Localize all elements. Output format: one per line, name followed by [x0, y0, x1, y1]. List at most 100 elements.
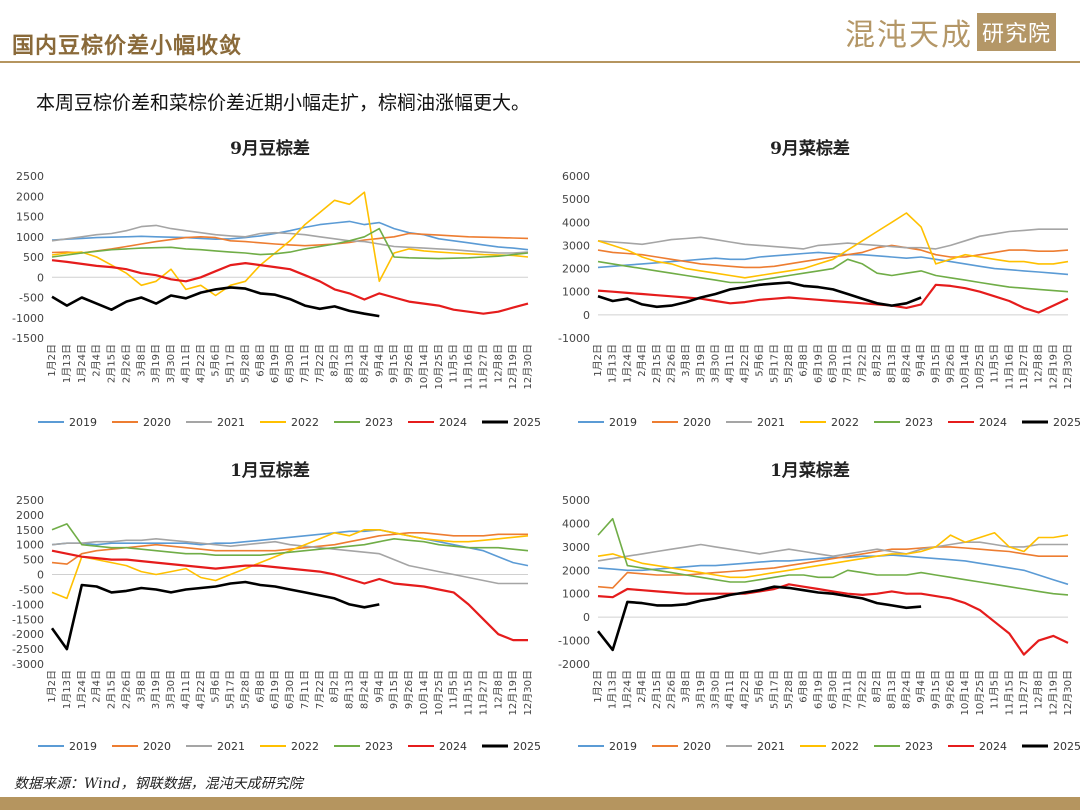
legend-item-2020: 2020	[652, 740, 711, 753]
y-tick-label: 1000	[562, 588, 590, 601]
legend-item-2020: 2020	[112, 740, 171, 753]
x-tick-label: 8月13日	[886, 344, 898, 383]
series-line-2020	[597, 546, 1068, 589]
x-tick-label: 6月8日	[798, 670, 810, 703]
brand-logo: 混沌天成 研究院	[844, 12, 1056, 53]
y-tick-label: 500	[23, 251, 44, 264]
series-line-2023	[597, 517, 1069, 596]
x-tick-label: 12月19日	[507, 344, 519, 389]
x-tick-label: 7月11日	[842, 670, 854, 709]
legend-label: 2021	[217, 740, 245, 753]
x-tick-label: 8月2日	[329, 344, 341, 377]
x-tick-label: 9月26日	[403, 670, 415, 709]
x-tick-label: 4月11日	[724, 670, 736, 709]
x-tick-label: 11月5日	[448, 670, 460, 709]
x-tick-label: 3月8日	[135, 670, 147, 703]
y-tick-label: -1000	[558, 332, 590, 345]
y-tick-label: 1000	[562, 286, 590, 299]
x-tick-label: 4月22日	[739, 670, 751, 709]
series-line-2020	[51, 232, 529, 254]
series-line-2021	[597, 228, 1068, 250]
x-tick-label: 8月2日	[329, 670, 341, 703]
legend-item-2025: 2025	[482, 740, 541, 753]
x-tick-label: 9月4日	[915, 344, 927, 377]
legend-label: 2022	[291, 416, 319, 429]
y-tick-label: 2000	[562, 263, 590, 276]
legend-item-2023: 2023	[874, 416, 933, 429]
legend-label: 2021	[757, 740, 785, 753]
logo-text: 混沌天成	[844, 18, 973, 53]
x-tick-label: 3月30日	[165, 344, 177, 383]
x-tick-label: 6月30日	[284, 344, 296, 383]
y-tick-label: 2000	[16, 190, 44, 203]
x-tick-label: 8月2日	[871, 670, 883, 703]
legend-item-2023: 2023	[874, 740, 933, 753]
legend-label: 2020	[143, 740, 171, 753]
x-tick-label: 5月17日	[225, 670, 237, 709]
series-line-2024	[597, 283, 1069, 314]
legend-item-2025: 2025	[482, 416, 541, 429]
x-tick-label: 12月30日	[1062, 344, 1074, 389]
x-tick-label: 8月13日	[886, 670, 898, 709]
logo-box-text: 研究院	[976, 13, 1056, 51]
x-tick-label: 2月26日	[120, 344, 132, 383]
x-tick-label: 7月22日	[314, 344, 326, 383]
x-tick-label: 8月24日	[358, 344, 370, 383]
y-tick-label: 5000	[562, 494, 590, 507]
x-tick-label: 3月30日	[165, 670, 177, 709]
legend-label: 2023	[365, 416, 393, 429]
x-tick-label: 11月15日	[463, 670, 475, 715]
header: 国内豆棕价差小幅收敛 混沌天成 研究院	[0, 0, 1080, 63]
x-tick-label: 1月13日	[61, 344, 73, 383]
series-line-2019	[51, 529, 529, 567]
x-tick-label: 6月19日	[269, 670, 281, 709]
legend-item-2021: 2021	[186, 740, 245, 753]
x-tick-label: 11月27日	[477, 344, 489, 389]
x-tick-label: 11月27日	[477, 670, 489, 715]
y-tick-label: 1000	[16, 231, 44, 244]
x-tick-label: 11月27日	[1018, 670, 1030, 715]
legend-item-2020: 2020	[112, 416, 171, 429]
series-line-2023	[597, 258, 1069, 293]
x-tick-label: 5月17日	[768, 344, 780, 383]
x-tick-label: 2月4日	[91, 670, 103, 703]
x-tick-label: 12月30日	[522, 344, 534, 389]
chart-svg: -3000 -2500 -2000 -1500 -1000 -5000 500 1000 150…	[12, 494, 541, 753]
x-tick-label: 5月28日	[783, 670, 795, 709]
x-tick-label: 3月8日	[680, 670, 692, 703]
x-tick-label: 12月30日	[1062, 670, 1074, 715]
x-tick-label: 3月19日	[695, 670, 707, 709]
x-tick-label: 5月28日	[239, 344, 251, 383]
y-tick-label: -1000	[558, 635, 590, 648]
series-line-2023	[51, 227, 529, 260]
y-tick-label: 1000	[16, 539, 44, 552]
legend-label: 2023	[365, 740, 393, 753]
legend-label: 2023	[905, 416, 933, 429]
legend-label: 2025	[513, 416, 540, 429]
x-tick-label: 9月26日	[403, 344, 415, 383]
y-tick-label: 6000	[562, 170, 590, 183]
x-tick-label: 6月30日	[827, 344, 839, 383]
legend-item-2021: 2021	[726, 740, 785, 753]
x-tick-label: 12月8日	[492, 670, 504, 709]
x-tick-label: 8月13日	[344, 670, 356, 709]
legend-item-2025: 2025	[1022, 740, 1080, 753]
legend-label: 2021	[757, 416, 785, 429]
series-line-2022	[51, 191, 529, 297]
x-tick-label: 7月22日	[856, 344, 868, 383]
x-tick-label: 6月19日	[812, 344, 824, 383]
legend-label: 2020	[683, 416, 711, 429]
x-tick-label: 8月2日	[871, 344, 883, 377]
legend-label: 2025	[513, 740, 540, 753]
x-tick-label: 11月5日	[989, 670, 1001, 709]
y-tick-label: 0	[583, 611, 590, 624]
x-tick-label: 3月30日	[710, 344, 722, 383]
legend-item-2022: 2022	[260, 740, 319, 753]
x-tick-label: 1月2日	[592, 670, 604, 703]
x-tick-label: 3月19日	[150, 670, 162, 709]
x-tick-label: 1月13日	[61, 670, 73, 709]
x-tick-label: 6月30日	[284, 670, 296, 709]
x-tick-label: 2月15日	[106, 670, 118, 709]
x-tick-label: 2月26日	[120, 670, 132, 709]
